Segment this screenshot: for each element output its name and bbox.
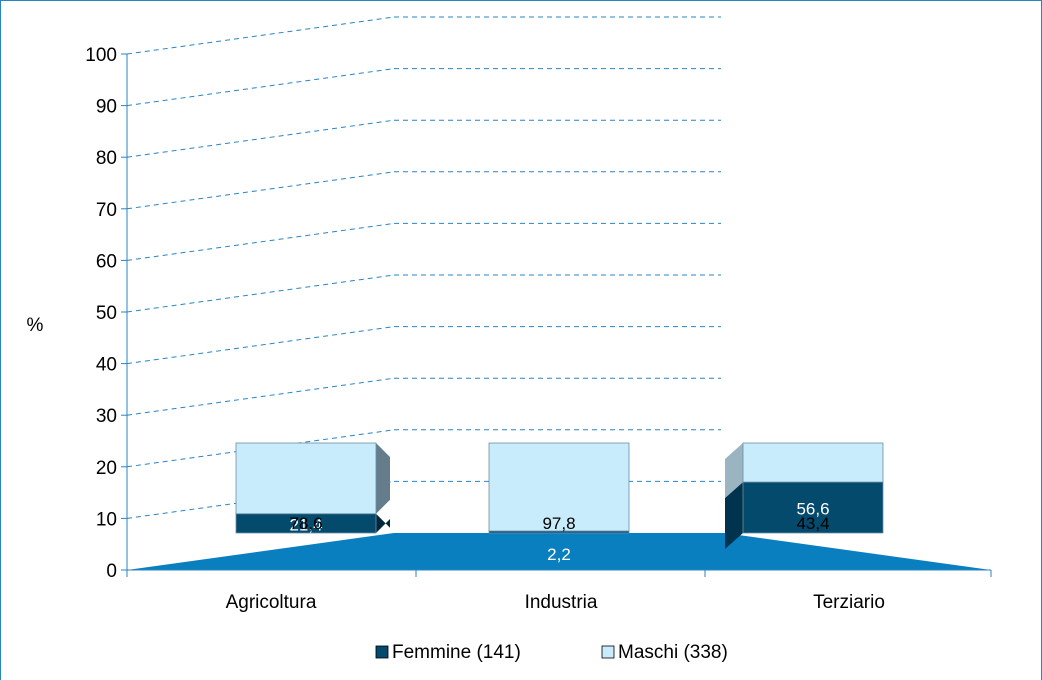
value-label-terziario-maschi: 43,4	[796, 514, 829, 533]
legend-label-maschi: Maschi (338)	[618, 642, 728, 663]
gridline-side-100	[126, 16, 395, 55]
bar-side-terziario-femmine	[725, 482, 743, 549]
gridline-side-30	[126, 377, 395, 416]
gridline-side-90	[126, 68, 395, 107]
legend-swatch-maschi	[601, 645, 615, 659]
gridline-side-50	[126, 274, 395, 313]
y-tick-label-30: 30	[96, 406, 117, 427]
value-label-industria-femmine: 2,2	[547, 545, 571, 564]
y-axis-label: %	[27, 315, 44, 336]
y-tick-label-80: 80	[96, 148, 117, 169]
y-tick-label-0: 0	[106, 561, 117, 582]
bar-side-terziario-maschi	[725, 443, 743, 499]
gridline-side-60	[126, 222, 395, 261]
value-label-industria-maschi: 97,8	[542, 514, 575, 533]
value-label-terziario-femmine: 56,6	[796, 500, 829, 519]
y-tick-label-60: 60	[96, 251, 117, 272]
value-label-agricoltura-maschi: 78,6	[289, 514, 322, 533]
x-tick-label-industria: Industria	[525, 592, 598, 613]
x-tick-label-agricoltura: Agricoltura	[226, 592, 317, 613]
legend-label-femmine: Femmine (141)	[392, 642, 521, 663]
gridline-side-40	[126, 326, 395, 365]
bar-terziario-maschi	[742, 442, 884, 483]
y-tick-label-90: 90	[96, 97, 117, 118]
y-tick-label-10: 10	[96, 509, 117, 530]
legend-swatch-femmine	[375, 645, 389, 659]
value-label-agricoltura-femmine: 21,4	[289, 515, 322, 534]
x-tick-label-terziario: Terziario	[813, 592, 885, 613]
floor-plane	[127, 533, 991, 570]
gridline-side-80	[126, 119, 395, 158]
bar-agricoltura-maschi	[235, 442, 377, 515]
bar-industria-maschi	[488, 442, 630, 532]
y-tick-label-50: 50	[96, 303, 117, 324]
bar-side-agricoltura-femmine	[376, 513, 390, 533]
y-tick-label-20: 20	[96, 458, 117, 479]
y-tick-label-100: 100	[85, 45, 117, 66]
bar-side-agricoltura-maschi	[376, 443, 390, 514]
y-tick-label-40: 40	[96, 355, 117, 376]
y-tick-label-70: 70	[96, 200, 117, 221]
gridline-side-70	[126, 171, 395, 210]
